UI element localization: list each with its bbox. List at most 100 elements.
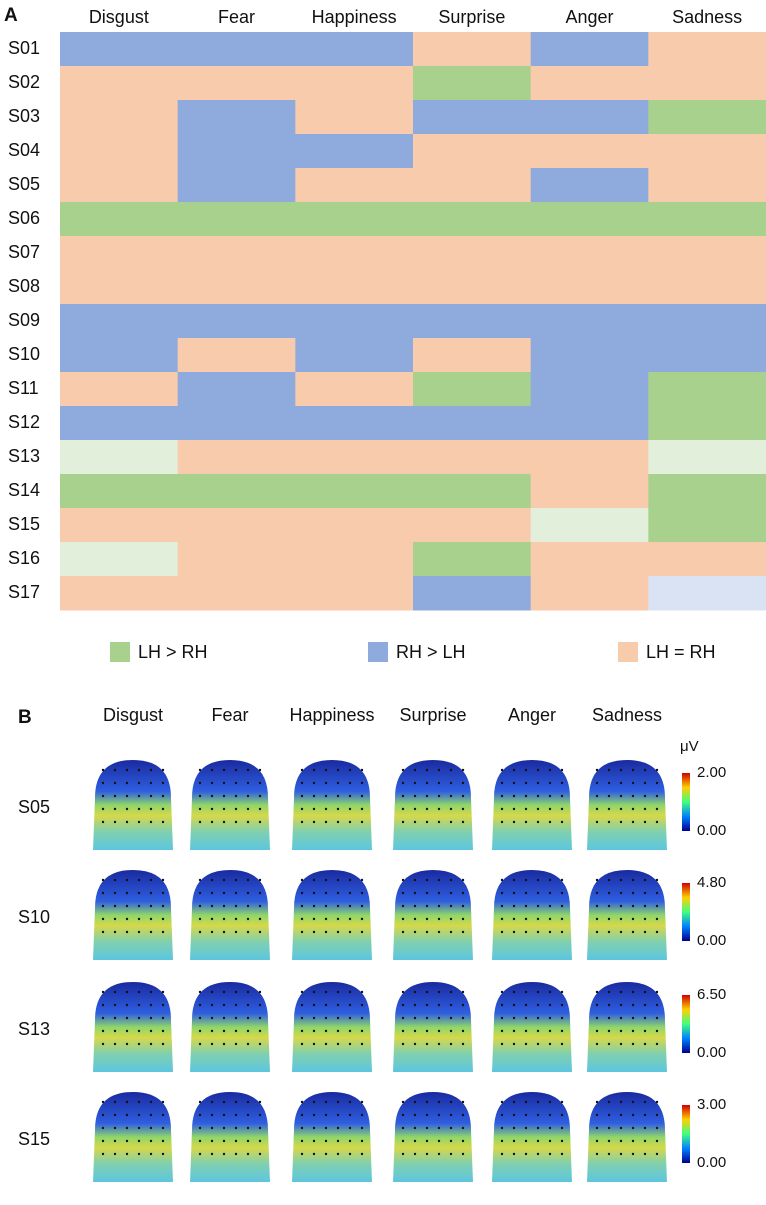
electrode [324,878,328,882]
electrode [300,1113,304,1117]
electrode [360,1029,364,1033]
electrode [246,1003,250,1007]
electrode [312,990,316,994]
electrode [437,1003,441,1007]
electrode [655,878,659,882]
electrode [234,891,238,895]
electrode [500,820,504,824]
electrode [300,781,304,785]
electrode [500,878,504,882]
cell [60,100,179,135]
electrode [161,1016,165,1020]
electrode [512,904,516,908]
electrode [137,990,141,994]
electrode [607,904,611,908]
electrode [246,917,250,921]
electrode [655,1152,659,1156]
cell [60,542,179,577]
cell [530,134,649,169]
cell [530,440,649,475]
electrode [234,820,238,824]
electrode [425,990,429,994]
electrode [500,1029,504,1033]
electrode [449,1003,453,1007]
electrode [360,1042,364,1046]
electrode [324,1139,328,1143]
electrode [500,930,504,934]
electrode [198,1113,202,1117]
cell [648,508,766,543]
electrode [101,1042,105,1046]
scale-max: 2.00 [697,764,726,781]
electrode [449,1126,453,1130]
electrode [607,1126,611,1130]
cell [60,168,179,203]
electrode [336,930,340,934]
electrode [137,904,141,908]
electrode [101,807,105,811]
electrode [512,1016,516,1020]
electrode [595,904,599,908]
electrode [560,891,564,895]
electrode [336,1126,340,1130]
electrode [258,904,262,908]
cell [177,168,296,203]
electrode [500,1113,504,1117]
electrode [536,878,540,882]
electrode [536,904,540,908]
electrode [619,781,623,785]
cell [60,66,179,101]
cell [648,304,766,339]
electrode [413,1029,417,1033]
electrode [425,781,429,785]
cell [60,338,179,373]
electrode [548,1126,552,1130]
head-map [292,982,372,1072]
electrode [631,990,635,994]
electrode [101,1029,105,1033]
head-map [393,982,473,1072]
electrode [336,1139,340,1143]
electrode [595,1042,599,1046]
cell [530,100,649,135]
cell [413,168,532,203]
head-map [292,870,372,960]
head-shape [93,870,173,960]
electrode [234,1100,238,1104]
electrode [246,820,250,824]
panel-label: B [18,707,32,728]
electrode [643,820,647,824]
electrode [113,807,117,811]
electrode [149,878,153,882]
electrode [222,1016,226,1020]
electrode [607,1152,611,1156]
row-label: S16 [8,548,40,568]
cell [295,508,414,543]
electrode [101,891,105,895]
cell [177,440,296,475]
electrode [113,1003,117,1007]
head-map [393,870,473,960]
column-header: Sadness [672,7,742,27]
head-shape [93,760,173,850]
electrode [595,781,599,785]
electrode [312,794,316,798]
electrode [524,807,528,811]
electrode [161,904,165,908]
electrode [113,930,117,934]
electrode [619,990,623,994]
electrode [437,781,441,785]
electrode [222,891,226,895]
electrode [300,1042,304,1046]
electrode [149,794,153,798]
electrode [101,990,105,994]
electrode [548,1016,552,1020]
electrode [161,1003,165,1007]
electrode [512,807,516,811]
cell [295,542,414,577]
cell [295,338,414,373]
electrode [437,1100,441,1104]
electrode [449,878,453,882]
electrode [348,1100,352,1104]
column-header: Fear [218,7,255,27]
